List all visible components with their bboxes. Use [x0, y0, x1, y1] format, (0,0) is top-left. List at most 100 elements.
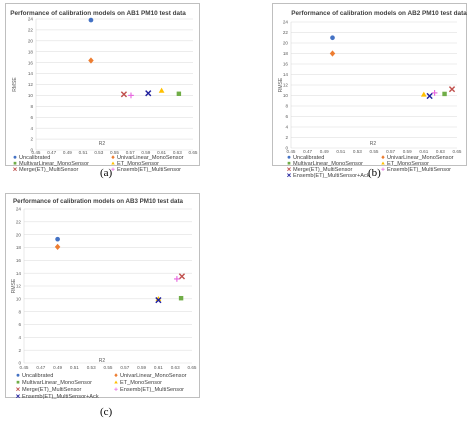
legend-marker-multivarlinear-monosensor [13, 161, 17, 165]
legend-marker-et-monosensor [111, 161, 115, 165]
legend-label-ensemb-et-multisensor-ack: Ensemb(ET)_MultiSensor+Ack [293, 173, 370, 179]
legend-marker-multivarlinear-monosensor [287, 161, 291, 165]
point-merge-et-multisensor [178, 273, 186, 280]
x-tick-label: 0.65 [189, 150, 198, 155]
y-tick-label: 18 [28, 49, 34, 54]
legend-label-ensemb-et-multisensor-ack: Ensemb(ET)_MultiSensor+Ack [22, 394, 99, 400]
point-ensemb-et-multisensor-ack [155, 297, 162, 304]
x-tick-label: 0.59 [403, 149, 412, 154]
y-tick-label: 8 [30, 104, 33, 109]
y-tick-label: 14 [28, 71, 34, 76]
legend-label-et-monosensor: ET_MonoSensor [120, 380, 162, 386]
x-tick-label: 0.65 [188, 365, 197, 370]
legend-label-uncalibrated: Uncalibrated [293, 155, 324, 161]
x-tick-label: 0.63 [171, 365, 180, 370]
y-tick-label: 22 [28, 28, 34, 33]
x-tick-label: 0.63 [436, 149, 445, 154]
caption-b: (b) [368, 167, 381, 179]
x-tick-label: 0.57 [120, 365, 129, 370]
chart-title: Performance of calibration models on AB3… [13, 198, 184, 205]
y-tick-label: 10 [16, 296, 22, 301]
x-tick-label: 0.57 [126, 150, 135, 155]
y-tick-label: 0 [30, 148, 33, 153]
x-tick-label: 0.65 [453, 149, 462, 154]
legend-label-multivarlinear-monosensor: MultivarLinear_MonoSensor [19, 161, 89, 167]
y-tick-label: 16 [16, 258, 22, 263]
x-axis-label: R2 [370, 141, 377, 147]
legend-marker-ensemb-et-multisensor-ack [16, 394, 20, 399]
y-tick-label: 4 [30, 126, 33, 131]
point-multivarlinear-monosensor [442, 91, 447, 97]
legend-label-ensemb-et-multisensor: Ensemb(ET)_MultiSensor [117, 167, 181, 173]
legend-label-univarlinear-monosensor: UnivarLinear_MonoSensor [387, 155, 454, 161]
legend-marker-et-monosensor [381, 161, 385, 165]
x-axis-label: R2 [99, 358, 106, 364]
legend-label-multivarlinear-monosensor: MultivarLinear_MonoSensor [22, 380, 92, 386]
x-tick-label: 0.59 [137, 365, 146, 370]
legend-label-merge-et-multisensor: Merge(ET)_MultiSensor [22, 387, 82, 393]
point-uncalibrated [88, 17, 94, 23]
x-tick-label: 0.53 [353, 149, 362, 154]
legend-marker-univarlinear-monosensor [111, 155, 115, 160]
y-tick-label: 0 [285, 146, 288, 151]
x-tick-label: 0.53 [87, 365, 96, 370]
point-et-monosensor [155, 295, 162, 302]
y-axis-label: RMSE [12, 77, 18, 92]
legend-label-merge-et-multisensor: Merge(ET)_MultiSensor [293, 167, 353, 173]
y-tick-label: 4 [285, 125, 288, 130]
y-tick-label: 2 [18, 348, 21, 353]
legend-label-multivarlinear-monosensor: MultivarLinear_MonoSensor [293, 161, 363, 167]
y-tick-label: 6 [18, 322, 21, 327]
x-tick-label: 0.57 [386, 149, 395, 154]
y-tick-label: 16 [28, 60, 34, 65]
x-tick-label: 0.51 [79, 150, 88, 155]
y-tick-label: 22 [16, 219, 22, 224]
y-tick-label: 0 [18, 361, 21, 366]
x-tick-label: 0.63 [173, 150, 182, 155]
point-univarlinear-monosensor [329, 50, 336, 57]
chart-title: Performance of calibration models on AB1… [10, 10, 186, 17]
y-tick-label: 22 [283, 30, 289, 35]
y-tick-label: 16 [283, 62, 289, 67]
legend-marker-multivarlinear-monosensor [16, 380, 20, 384]
legend-marker-uncalibrated [16, 373, 20, 377]
point-ensemb-et-multisensor [431, 90, 438, 96]
x-tick-label: 0.61 [157, 150, 166, 155]
point-ensemb-et-multisensor-ack [426, 92, 433, 100]
caption-a: (a) [100, 167, 113, 179]
y-axis-label: RMSE [11, 278, 17, 293]
x-tick-label: 0.47 [303, 149, 312, 154]
x-tick-label: 0.45 [20, 365, 29, 370]
legend-marker-uncalibrated [13, 155, 17, 159]
legend-label-univarlinear-monosensor: UnivarLinear_MonoSensor [117, 155, 184, 161]
y-tick-label: 24 [283, 20, 289, 25]
legend-marker-merge-et-multisensor [13, 167, 17, 172]
point-uncalibrated [330, 35, 335, 41]
point-univarlinear-monosensor [54, 243, 61, 250]
legend-marker-univarlinear-monosensor [381, 155, 385, 160]
y-tick-label: 24 [16, 207, 22, 212]
legend-label-uncalibrated: Uncalibrated [19, 155, 50, 161]
legend-marker-univarlinear-monosensor [114, 373, 118, 378]
x-tick-label: 0.47 [47, 150, 56, 155]
x-axis-label: R2 [99, 141, 106, 147]
point-ensemb-et-multisensor-ack [145, 90, 152, 97]
point-et-monosensor [158, 87, 165, 93]
point-merge-et-multisensor [448, 86, 456, 93]
y-tick-label: 8 [285, 104, 288, 109]
legend-label-ensemb-et-multisensor: Ensemb(ET)_MultiSensor [387, 167, 451, 173]
legend-label-uncalibrated: Uncalibrated [22, 373, 53, 379]
point-uncalibrated [55, 236, 60, 242]
scatter-chart-svg: Performance of calibration models on AB3… [11, 198, 197, 400]
legend-label-univarlinear-monosensor: UnivarLinear_MonoSensor [120, 373, 187, 379]
chart-title: Performance of calibration models on AB2… [291, 10, 467, 17]
y-tick-label: 12 [283, 83, 289, 88]
y-tick-label: 2 [30, 137, 33, 142]
point-ensemb-et-multisensor [174, 276, 180, 282]
legend-marker-ensemb-et-multisensor [111, 167, 115, 171]
y-tick-label: 14 [283, 72, 289, 77]
legend-marker-ensemb-et-multisensor-ack [287, 173, 291, 178]
point-multivarlinear-monosensor [178, 295, 184, 301]
legend-marker-merge-et-multisensor [16, 387, 20, 392]
point-merge-et-multisensor [120, 91, 128, 98]
